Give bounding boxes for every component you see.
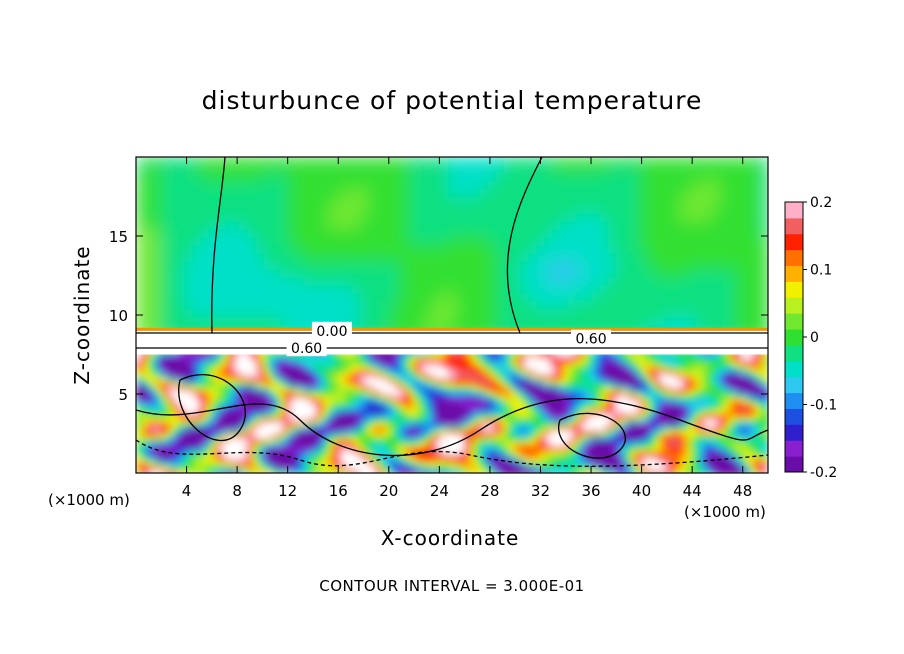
- contour-label-0: 0.00: [316, 324, 347, 340]
- colorbar-tick-label: 0.1: [810, 263, 832, 279]
- mixed-layer-field: [136, 350, 768, 473]
- x-tick-label: 36: [581, 482, 600, 500]
- colorbar-swatch: [785, 392, 803, 409]
- contour-line: [211, 157, 226, 334]
- colorbar-swatch: [785, 297, 803, 314]
- y-axis-label: Z-coordinate: [70, 245, 94, 385]
- heatmap-field: [136, 157, 768, 473]
- colorbar-swatch: [785, 424, 803, 441]
- x-tick-label: 24: [430, 482, 449, 500]
- colorbar-tick-label: 0: [810, 330, 819, 346]
- contour-line: [506, 157, 543, 334]
- inversion-edge: [136, 327, 768, 331]
- colorbar-swatch: [785, 456, 803, 473]
- x-tick-label: 28: [480, 482, 499, 500]
- colorbar-tick-label: -0.2: [810, 465, 837, 481]
- x-tick-label: 40: [632, 482, 651, 500]
- x-tick-label: 12: [278, 482, 297, 500]
- x-unit-right: (×1000 m): [684, 503, 766, 521]
- contour-label-bg: [571, 329, 612, 347]
- colorbar-swatch: [785, 202, 803, 219]
- contour-label-2: 0.60: [575, 332, 606, 348]
- upper-layer-field: [136, 157, 768, 342]
- colorbar-swatch: [785, 376, 803, 394]
- x-tick-label: 8: [232, 482, 242, 500]
- colorbar-tick-label: -0.1: [810, 398, 837, 414]
- colorbar-swatch: [785, 281, 803, 298]
- x-tick-label: 44: [683, 482, 702, 500]
- x-axis-label: X-coordinate: [380, 526, 520, 550]
- colorbar-swatch: [785, 249, 803, 267]
- contour-label-1: 0.60: [291, 341, 322, 357]
- colorbar-swatch: [785, 217, 803, 235]
- colorbar-tick-label: 0.2: [810, 195, 832, 211]
- colorbar-swatch: [785, 440, 803, 457]
- x-unit-left: (×1000 m): [48, 491, 130, 509]
- colorbar-swatch: [785, 313, 803, 330]
- colorbar-swatch: [785, 329, 803, 346]
- x-tick-label: 48: [733, 482, 752, 500]
- colorbar-swatch: [785, 360, 803, 378]
- x-tick-label: 16: [329, 482, 348, 500]
- contour-line: [558, 412, 626, 459]
- contour-label-bg: [311, 321, 352, 339]
- contour-lines: 0.000.600.60: [136, 157, 768, 467]
- y-tick-label: 15: [109, 228, 128, 246]
- inversion-band: [136, 330, 768, 355]
- colorbar-swatch: [785, 408, 803, 425]
- colorbar-swatch: [785, 265, 803, 282]
- x-tick-label: 20: [379, 482, 398, 500]
- y-tick-label: 5: [118, 386, 128, 404]
- x-tick-label: 4: [182, 482, 192, 500]
- chart-title: disturbunce of potential temperature: [201, 86, 703, 115]
- y-tick-label: 10: [109, 307, 128, 325]
- contour-line: [178, 374, 246, 442]
- colorbar-swatch: [785, 344, 803, 362]
- x-tick-label: 32: [531, 482, 550, 500]
- colorbar: 0.2 0.1 0 -0.1 -0.2: [784, 195, 837, 481]
- contour-line: [136, 397, 768, 457]
- contour-label-bg: [286, 339, 327, 357]
- contour-line: [136, 439, 768, 467]
- contour-interval: CONTOUR INTERVAL = 3.000E-01: [319, 577, 585, 595]
- colorbar-swatch: [785, 233, 803, 251]
